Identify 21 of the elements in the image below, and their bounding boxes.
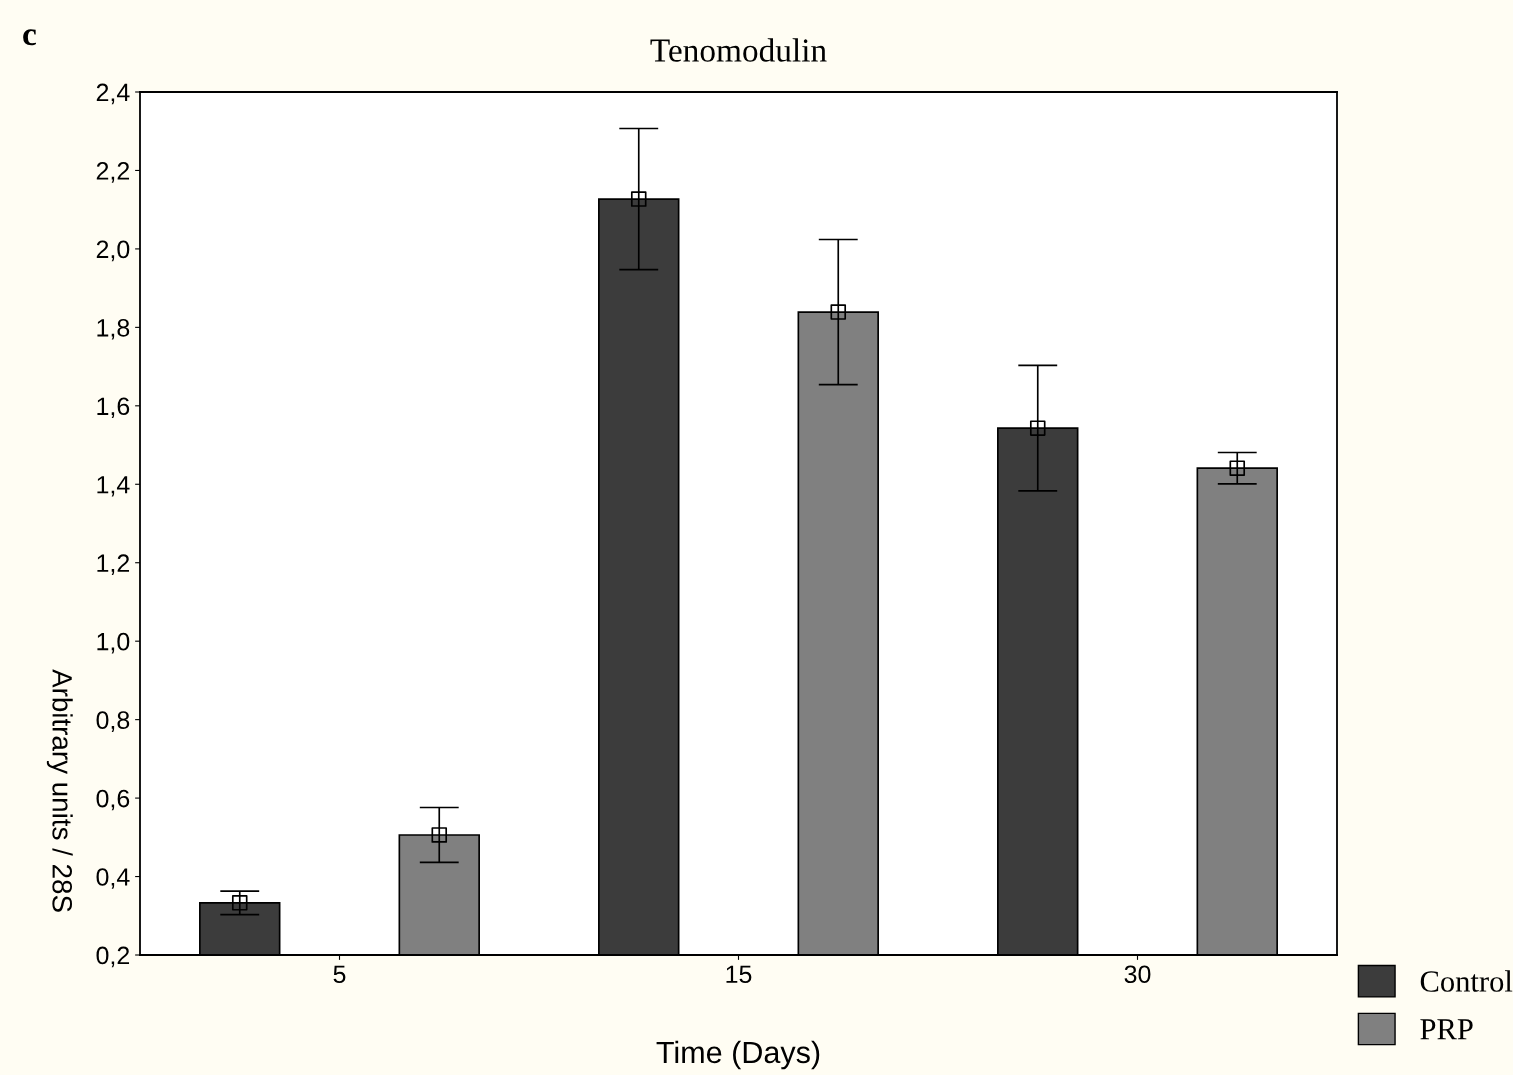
x-tick-label: 15 (726, 965, 752, 984)
x-axis-title: Time (Days) (656, 1040, 820, 1070)
chart-title: Tenomodulin (650, 38, 827, 62)
y-tick-label: 2,2 (96, 162, 130, 183)
legend-label: Control (1420, 970, 1513, 992)
x-tick-label: 30 (1124, 965, 1151, 984)
y-tick-label: 1,6 (97, 397, 130, 419)
y-tick-label: 0,8 (96, 711, 130, 732)
y-axis-title: Arbitrary units / 28S (46, 669, 73, 912)
legend-label: PRP (1420, 1019, 1473, 1040)
y-tick-label: 1,2 (97, 554, 130, 575)
text: c (23, 29, 36, 46)
y-tick-label: 2,0 (96, 240, 130, 262)
y-tick-label: 1,0 (97, 632, 130, 654)
y-tick-label: 0,2 (96, 946, 130, 968)
y-tick-label: 1,8 (97, 318, 130, 340)
y-tick-label: 2,4 (96, 83, 130, 105)
y-tick-label: 0,6 (96, 789, 130, 811)
y-tick-label: 0,4 (96, 868, 130, 889)
x-tick-label: 5 (333, 965, 346, 984)
y-tick-label: 1,4 (97, 476, 130, 497)
